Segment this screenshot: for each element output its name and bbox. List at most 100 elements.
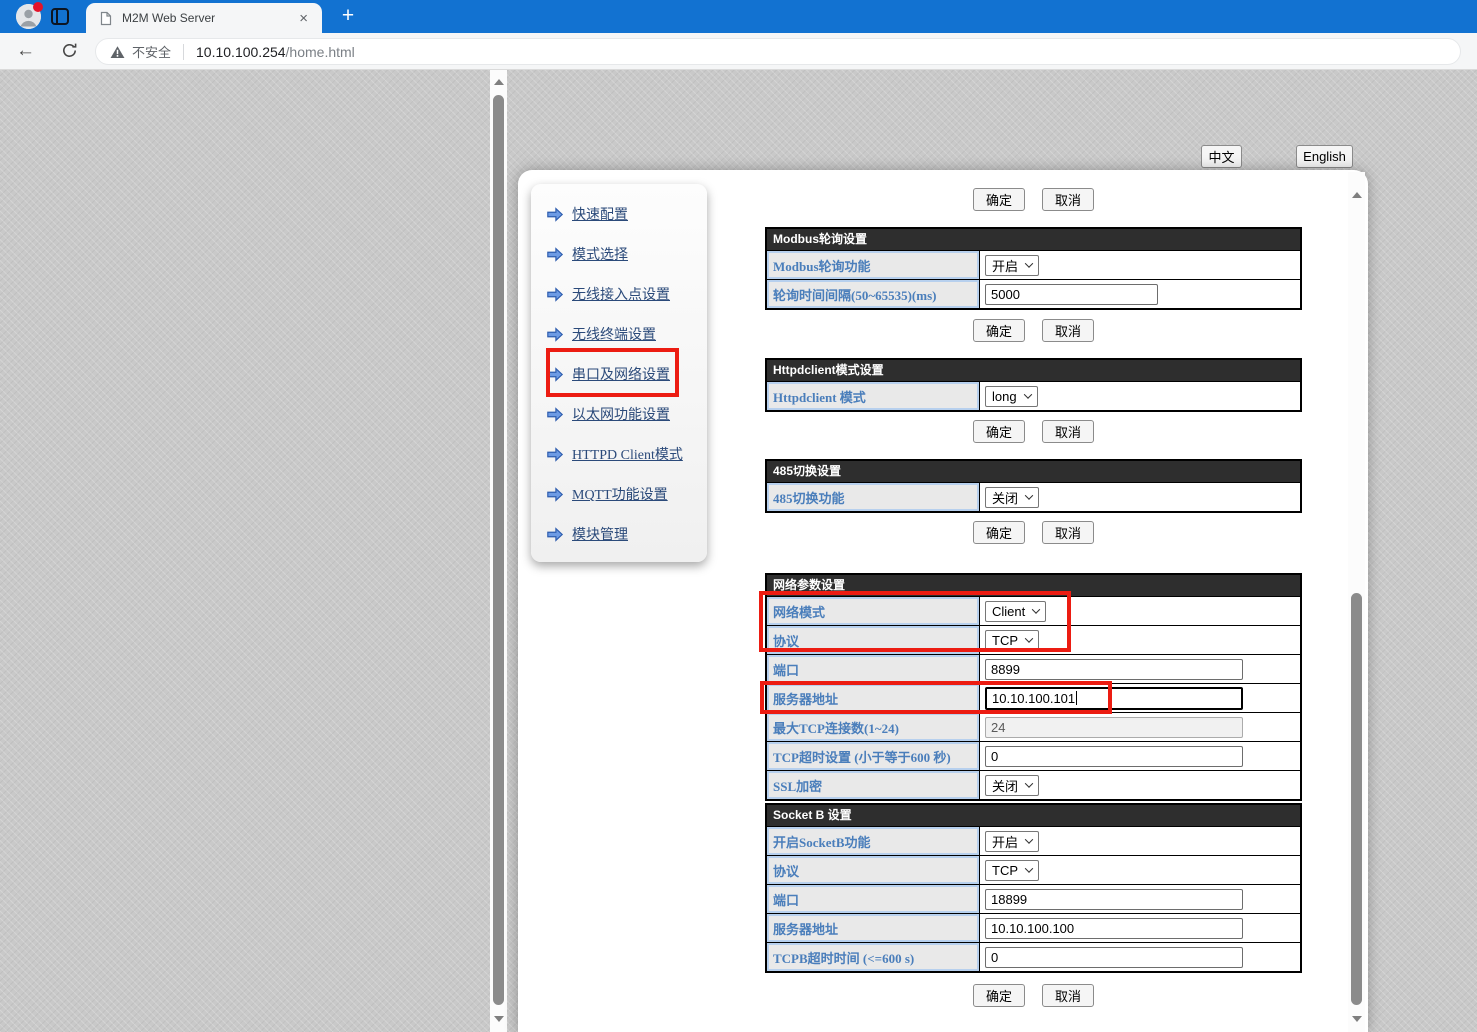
- field-label: 网络模式: [767, 597, 980, 625]
- url-host: 10.10.100.254: [196, 43, 286, 60]
- table-row: SSL加密 关闭: [767, 770, 1300, 799]
- scroll-down-icon[interactable]: [494, 1016, 504, 1022]
- sidebar-link[interactable]: 无线接入点设置: [572, 288, 670, 303]
- scroll-up-icon[interactable]: [1352, 192, 1362, 198]
- server-address-input[interactable]: 10.10.100.101: [985, 686, 1243, 710]
- sidebar-link[interactable]: 快速配置: [572, 208, 628, 223]
- chevron-down-icon: [1024, 864, 1034, 873]
- httpdclient-mode-select[interactable]: long: [985, 385, 1038, 407]
- content-scrollbar[interactable]: [1348, 172, 1365, 1032]
- field-value-cell: 关闭: [980, 771, 1300, 799]
- tcpb-timeout-input[interactable]: 0: [985, 946, 1243, 968]
- socketb-server-address-input[interactable]: 10.10.100.100: [985, 917, 1243, 939]
- table-row: TCPB超时时间 (<=600 s) 0: [767, 942, 1300, 971]
- browser-titlebar: M2M Web Server × +: [0, 0, 1477, 33]
- table-row: Httpdclient 模式 long: [767, 381, 1300, 410]
- field-label: TCP超时设置 (小于等于600 秒): [767, 742, 980, 770]
- sidebar-item-wireless-ap[interactable]: 无线接入点设置: [531, 274, 707, 314]
- tcp-timeout-input[interactable]: 0: [985, 745, 1243, 767]
- cancel-button[interactable]: 取消: [1042, 420, 1095, 443]
- refresh-icon[interactable]: [61, 42, 78, 59]
- sidebar-link[interactable]: 无线终端设置: [572, 328, 656, 343]
- sidebar-item-serial-network[interactable]: 串口及网络设置: [531, 354, 707, 394]
- browser-tab[interactable]: M2M Web Server ×: [86, 3, 322, 33]
- scroll-up-icon[interactable]: [494, 79, 504, 85]
- sidebar-item-mqtt[interactable]: MQTT功能设置: [531, 474, 707, 514]
- ok-button[interactable]: 确定: [972, 521, 1025, 544]
- modbus-poll-select[interactable]: 开启: [985, 254, 1040, 276]
- socketb-port-input[interactable]: 18899: [985, 888, 1243, 910]
- arrow-right-icon: [547, 446, 564, 462]
- english-language-button[interactable]: English: [1296, 145, 1353, 168]
- poll-interval-input[interactable]: 5000: [985, 283, 1158, 305]
- ok-button[interactable]: 确定: [972, 319, 1025, 342]
- url-bar[interactable]: 不安全 10.10.100.254/home.html: [95, 38, 1461, 65]
- profile-avatar[interactable]: [16, 2, 43, 29]
- max-tcp-connections-input: 24: [985, 716, 1243, 738]
- port-input[interactable]: 8899: [985, 658, 1243, 680]
- section-header: Modbus轮询设置: [767, 229, 1300, 250]
- security-label: 不安全: [132, 45, 172, 60]
- field-value-cell: Client: [980, 597, 1300, 625]
- chevron-down-icon: [1024, 835, 1034, 844]
- ok-button[interactable]: 确定: [972, 984, 1025, 1007]
- cancel-button[interactable]: 取消: [1042, 984, 1095, 1007]
- cancel-button[interactable]: 取消: [1042, 521, 1095, 544]
- protocol-select[interactable]: TCP: [985, 629, 1039, 651]
- scroll-down-icon[interactable]: [1352, 1016, 1362, 1022]
- section-header: 485切换设置: [767, 461, 1300, 482]
- annotation-box-network-mode-protocol: [759, 591, 1071, 652]
- action-buttons-top: 确定 取消: [765, 188, 1302, 211]
- sidebar-item-mode-select[interactable]: 模式选择: [531, 234, 707, 274]
- action-buttons-httpd: 确定 取消: [765, 420, 1302, 443]
- sidebar-item-quick-config[interactable]: 快速配置: [531, 194, 707, 234]
- socketb-enable-select[interactable]: 开启: [985, 830, 1040, 852]
- socketb-protocol-select[interactable]: TCP: [985, 859, 1039, 881]
- new-tab-icon[interactable]: +: [341, 4, 355, 27]
- sidebar-item-ethernet[interactable]: 以太网功能设置: [531, 394, 707, 434]
- chevron-down-icon: [1024, 491, 1034, 500]
- security-status[interactable]: 不安全: [110, 42, 171, 61]
- sidebar-item-httpd-client[interactable]: HTTPD Client模式: [531, 434, 707, 474]
- ok-button[interactable]: 确定: [972, 188, 1025, 211]
- notification-dot-icon: [33, 2, 43, 12]
- 485-switch-select[interactable]: 关闭: [985, 486, 1040, 508]
- 485-settings-table: 485切换设置 485切换功能 关闭: [765, 459, 1302, 513]
- action-buttons-bottom: 确定 取消: [765, 984, 1302, 1007]
- left-frame-scrollbar[interactable]: [490, 70, 507, 1032]
- chevron-down-icon: [1023, 390, 1032, 399]
- workspaces-icon[interactable]: [51, 8, 69, 25]
- sidebar-link[interactable]: 串口及网络设置: [572, 368, 670, 383]
- cancel-button[interactable]: 取消: [1042, 188, 1095, 211]
- ssl-encrypt-select[interactable]: 关闭: [985, 774, 1040, 796]
- field-label: SSL加密: [767, 771, 980, 799]
- sidebar-link[interactable]: 模式选择: [572, 248, 628, 263]
- sidebar-link[interactable]: MQTT功能设置: [572, 488, 668, 503]
- field-label: 服务器地址: [767, 684, 980, 712]
- ok-button[interactable]: 确定: [972, 420, 1025, 443]
- action-buttons-modbus: 确定 取消: [765, 319, 1302, 342]
- table-row: 485切换功能 关闭: [767, 482, 1300, 511]
- field-value-cell: 24: [980, 713, 1300, 741]
- sidebar-link[interactable]: 模块管理: [572, 528, 628, 543]
- field-label: 协议: [767, 856, 980, 884]
- arrow-right-icon: [547, 246, 564, 262]
- table-row: 协议 TCP: [767, 855, 1300, 884]
- chinese-language-button[interactable]: 中文: [1201, 145, 1242, 168]
- scrollbar-thumb[interactable]: [1351, 593, 1362, 1005]
- cancel-button[interactable]: 取消: [1042, 319, 1095, 342]
- back-icon[interactable]: ←: [16, 40, 35, 61]
- section-header: Httpdclient模式设置: [767, 360, 1300, 381]
- sidebar-menu: 快速配置 模式选择 无线接入点设置 无线终端设置 串口及网络设置: [531, 184, 707, 562]
- sidebar-item-wireless-sta[interactable]: 无线终端设置: [531, 314, 707, 354]
- annotation-box-serial-network-menu: [546, 348, 679, 397]
- section-header: Socket B 设置: [767, 805, 1300, 826]
- sidebar-item-module-manage[interactable]: 模块管理: [531, 514, 707, 554]
- field-value-cell: 关闭: [980, 483, 1300, 511]
- scrollbar-thumb[interactable]: [493, 95, 504, 1005]
- close-tab-icon[interactable]: ×: [299, 9, 308, 27]
- network-mode-select[interactable]: Client: [985, 600, 1047, 622]
- sidebar-link[interactable]: HTTPD Client模式: [572, 448, 683, 463]
- sidebar-link[interactable]: 以太网功能设置: [572, 408, 670, 423]
